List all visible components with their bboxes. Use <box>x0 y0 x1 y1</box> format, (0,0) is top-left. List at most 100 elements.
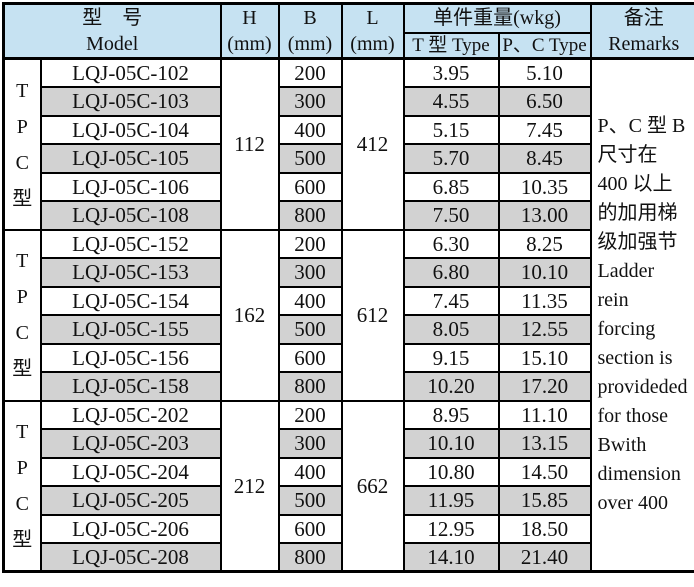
table-row: LQJ-05C-154 400 7.45 11.35 <box>4 285 694 317</box>
b-cell: 300 <box>277 257 343 288</box>
t-weight-cell: 10.80 <box>402 456 500 488</box>
t-weight-cell: 9.15 <box>402 342 500 374</box>
l-cell: 662 <box>340 399 405 573</box>
tpc-char: T <box>16 79 29 102</box>
t-weight-cell: 7.45 <box>402 285 500 317</box>
tpc-char: P <box>16 115 28 138</box>
pc-weight-cell: 13.00 <box>497 200 592 231</box>
header-l-unit: (mm) <box>350 33 395 56</box>
t-weight-cell: 14.10 <box>402 542 500 573</box>
tpc-type-label-cell: T P C 型 <box>2 399 42 573</box>
remarks-line: over 400 <box>597 492 669 515</box>
model-cell: LQJ-05C-152 <box>39 228 222 260</box>
l-cell: 612 <box>340 228 405 402</box>
remarks-line: for those <box>597 405 669 428</box>
t-weight-cell: 6.30 <box>402 228 500 260</box>
remarks-line: P、C 型 B <box>597 115 686 138</box>
t-weight-cell: 11.95 <box>402 485 500 516</box>
header-remarks-zh: 备注 <box>623 7 664 30</box>
model-cell: LQJ-05C-158 <box>39 371 222 402</box>
model-cell: LQJ-05C-208 <box>39 542 222 573</box>
b-cell: 200 <box>277 399 343 431</box>
t-weight-cell: 10.10 <box>402 428 500 459</box>
table-row: LQJ-05C-105 500 5.70 8.45 <box>4 143 694 174</box>
b-cell: 300 <box>277 428 343 459</box>
table-row: LQJ-05C-204 400 10.80 14.50 <box>4 456 694 488</box>
tpc-char: C <box>15 493 29 515</box>
t-weight-cell: 3.95 <box>402 57 500 89</box>
remarks-line: 的加用梯 <box>597 202 678 225</box>
b-cell: 800 <box>277 371 343 402</box>
model-cell: LQJ-05C-204 <box>39 456 222 488</box>
t-weight-cell: 10.20 <box>402 371 500 402</box>
table-row: LQJ-05C-106 600 6.85 10.35 <box>4 171 694 203</box>
header-remarks: 备注 Remarks <box>589 2 694 61</box>
remarks-line: 级加强节 <box>597 231 678 254</box>
header-l: L (mm) <box>340 2 405 61</box>
remarks-line: Bwith <box>597 434 647 457</box>
table-row: LQJ-05C-156 600 9.15 15.10 <box>4 342 694 374</box>
spec-table: 型 号 Model H (mm) B (mm) L (mm) 单件重量(wkg)… <box>2 2 694 574</box>
t-weight-cell: 6.80 <box>402 257 500 288</box>
l-cell: 412 <box>340 57 405 231</box>
tpc-char: C <box>15 151 29 174</box>
b-cell: 200 <box>277 228 343 260</box>
model-cell: LQJ-05C-203 <box>39 428 222 459</box>
b-cell: 600 <box>277 513 343 545</box>
table-row: T P C 型 LQJ-05C-202 212 200 662 8.95 11.… <box>2 399 694 573</box>
pc-weight-cell: 11.35 <box>497 285 592 317</box>
table-row: LQJ-05C-155 500 8.05 12.55 <box>4 314 694 345</box>
table-row: LQJ-05C-103 300 4.55 6.50 <box>4 86 694 117</box>
header-b-unit: (mm) <box>287 33 333 56</box>
t-weight-cell: 5.15 <box>402 114 500 146</box>
header-model-en: Model <box>86 33 139 56</box>
header-h-unit: (mm) <box>227 33 272 56</box>
remarks-line: section is <box>597 347 673 370</box>
pc-weight-cell: 14.50 <box>497 456 592 488</box>
header-b: B (mm) <box>277 2 343 61</box>
remarks-line: provideded <box>597 376 688 399</box>
header-t-type: T 型 Type <box>402 31 500 61</box>
pc-weight-cell: 15.10 <box>497 342 592 374</box>
model-cell: LQJ-05C-156 <box>39 342 222 374</box>
table-row: LQJ-05C-205 500 11.95 15.85 <box>4 485 694 516</box>
model-cell: LQJ-05C-108 <box>39 200 222 231</box>
header-b-label: B <box>303 7 317 30</box>
remarks-line: dimension <box>597 463 681 486</box>
model-cell: LQJ-05C-153 <box>39 257 222 288</box>
b-cell: 500 <box>277 485 343 516</box>
remarks-line: 400 以上 <box>597 173 673 196</box>
model-cell: LQJ-05C-104 <box>39 114 222 146</box>
b-cell: 500 <box>277 143 343 174</box>
tpc-char: T <box>16 421 29 443</box>
table-row: LQJ-05C-153 300 6.80 10.10 <box>4 257 694 288</box>
b-cell: 400 <box>277 285 343 317</box>
tpc-char: P <box>16 286 28 309</box>
tpc-char: P <box>16 457 28 479</box>
model-cell: LQJ-05C-103 <box>39 86 222 117</box>
remarks-cell: P、C 型 B 尺寸在 400 以上 的加用梯 级加强节 Ladder rein… <box>589 57 694 573</box>
pc-weight-cell: 11.10 <box>497 399 592 431</box>
model-cell: LQJ-05C-202 <box>39 399 222 431</box>
pc-weight-cell: 12.55 <box>497 314 592 345</box>
header-pc-type: P、C Type <box>497 31 592 61</box>
tpc-char: 型 <box>12 358 33 381</box>
b-cell: 600 <box>277 171 343 203</box>
pc-weight-cell: 18.50 <box>497 513 592 545</box>
table-header: 型 号 Model H (mm) B (mm) L (mm) 单件重量(wkg)… <box>2 2 694 61</box>
tpc-char: C <box>15 322 29 345</box>
remarks-line: 尺寸在 <box>597 144 658 167</box>
t-weight-cell: 4.55 <box>402 86 500 117</box>
tpc-char: 型 <box>12 529 33 551</box>
model-cell: LQJ-05C-155 <box>39 314 222 345</box>
t-weight-cell: 8.95 <box>402 399 500 431</box>
table-row: LQJ-05C-206 600 12.95 18.50 <box>4 513 694 545</box>
pc-weight-cell: 17.20 <box>497 371 592 402</box>
model-cell: LQJ-05C-206 <box>39 513 222 545</box>
h-cell: 112 <box>219 57 280 231</box>
b-cell: 600 <box>277 342 343 374</box>
t-weight-cell: 6.85 <box>402 171 500 203</box>
table-row: T P C 型 LQJ-05C-102 112 200 412 3.95 5.1… <box>2 57 694 573</box>
pc-weight-cell: 15.85 <box>497 485 592 516</box>
